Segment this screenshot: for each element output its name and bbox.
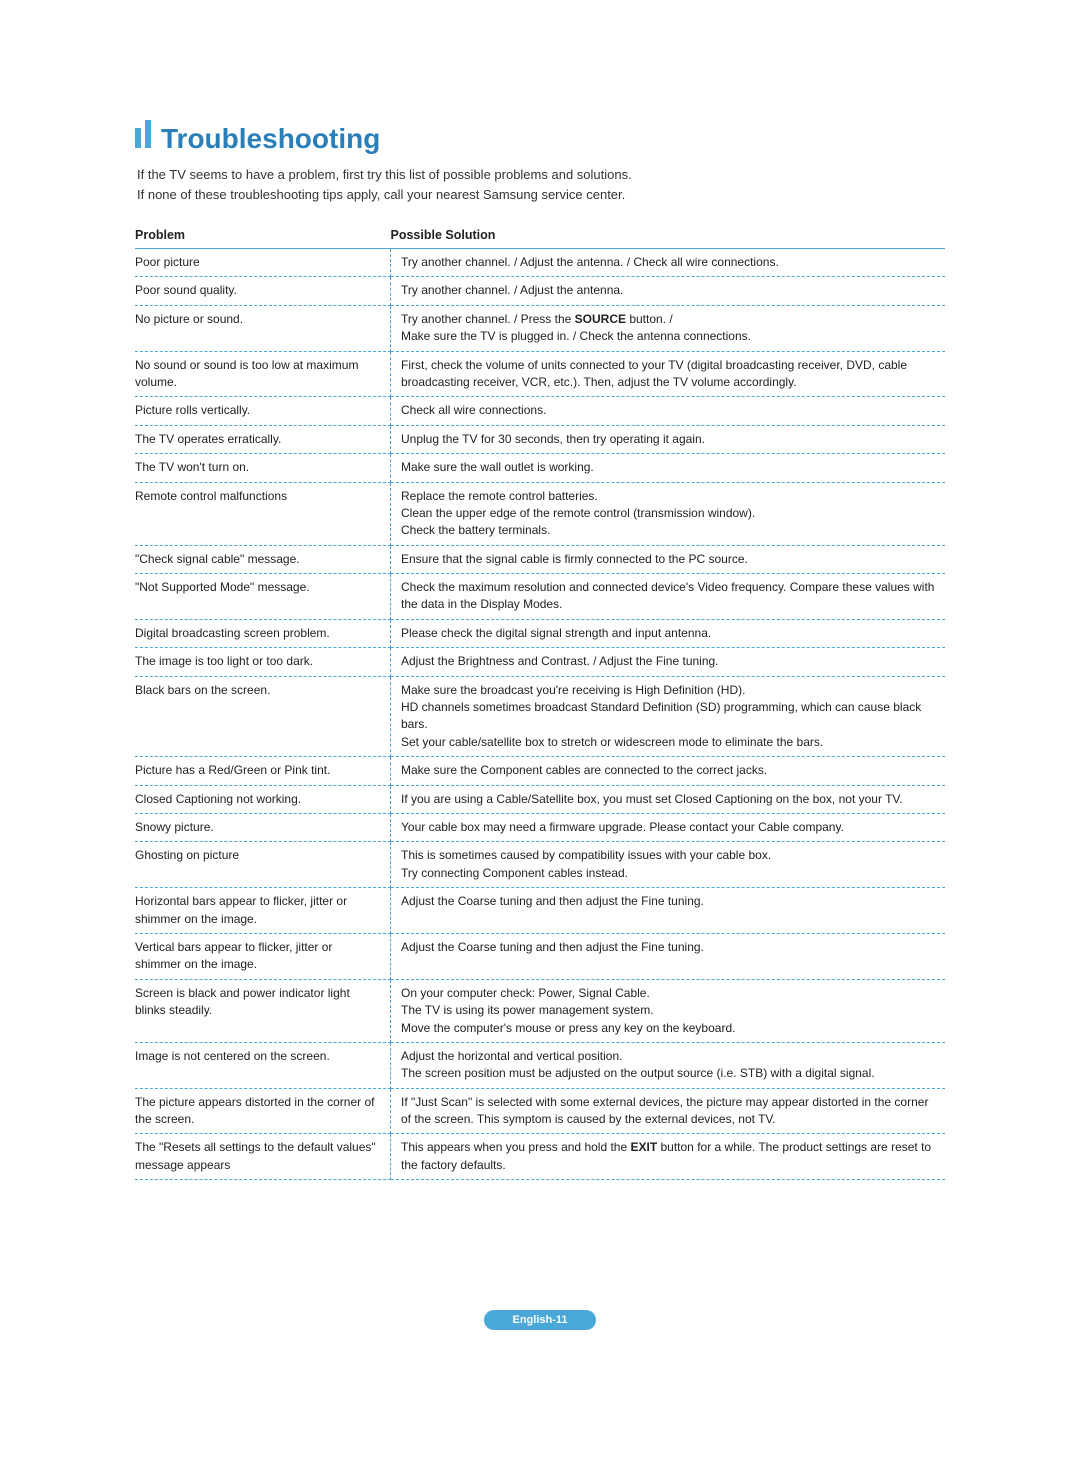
intro-line: If none of these troubleshooting tips ap… xyxy=(137,185,945,205)
table-row: The TV operates erratically.Unplug the T… xyxy=(135,425,945,453)
table-row: Black bars on the screen.Make sure the b… xyxy=(135,676,945,757)
solution-cell: Make sure the broadcast you're receiving… xyxy=(391,676,946,757)
solution-cell: Try another channel. / Press the SOURCE … xyxy=(391,305,946,351)
problem-cell: Picture rolls vertically. xyxy=(135,397,391,425)
table-row: Picture has a Red/Green or Pink tint.Mak… xyxy=(135,757,945,785)
page-title: Troubleshooting xyxy=(161,123,380,155)
table-row: No sound or sound is too low at maximum … xyxy=(135,351,945,397)
problem-cell: Black bars on the screen. xyxy=(135,676,391,757)
table-row: Digital broadcasting screen problem.Plea… xyxy=(135,619,945,647)
problem-cell: Picture has a Red/Green or Pink tint. xyxy=(135,757,391,785)
solution-cell: Please check the digital signal strength… xyxy=(391,619,946,647)
solution-cell: If "Just Scan" is selected with some ext… xyxy=(391,1088,946,1134)
solution-cell: This appears when you press and hold the… xyxy=(391,1134,946,1180)
problem-cell: Vertical bars appear to flicker, jitter … xyxy=(135,933,391,979)
problem-cell: The image is too light or too dark. xyxy=(135,648,391,676)
solution-cell: Unplug the TV for 30 seconds, then try o… xyxy=(391,425,946,453)
header-solution: Possible Solution xyxy=(391,222,946,249)
solution-cell: Adjust the Coarse tuning and then adjust… xyxy=(391,888,946,934)
solution-cell: Ensure that the signal cable is firmly c… xyxy=(391,545,946,573)
table-row: Vertical bars appear to flicker, jitter … xyxy=(135,933,945,979)
table-row: The "Resets all settings to the default … xyxy=(135,1134,945,1180)
solution-cell: Your cable box may need a firmware upgra… xyxy=(391,813,946,841)
page: Troubleshooting If the TV seems to have … xyxy=(0,0,1080,1370)
problem-cell: "Not Supported Mode" message. xyxy=(135,574,391,620)
problem-cell: The TV won't turn on. xyxy=(135,454,391,482)
solution-cell: Adjust the Brightness and Contrast. / Ad… xyxy=(391,648,946,676)
solution-cell: Check the maximum resolution and connect… xyxy=(391,574,946,620)
troubleshooting-table: Problem Possible Solution Poor pictureTr… xyxy=(135,222,945,1180)
title-bars-icon xyxy=(135,120,151,148)
problem-cell: Closed Captioning not working. xyxy=(135,785,391,813)
solution-cell: Make sure the Component cables are conne… xyxy=(391,757,946,785)
table-row: The TV won't turn on.Make sure the wall … xyxy=(135,454,945,482)
problem-cell: No picture or sound. xyxy=(135,305,391,351)
table-row: "Check signal cable" message.Ensure that… xyxy=(135,545,945,573)
table-row: Screen is black and power indicator ligh… xyxy=(135,979,945,1042)
table-row: "Not Supported Mode" message.Check the m… xyxy=(135,574,945,620)
solution-cell: On your computer check: Power, Signal Ca… xyxy=(391,979,946,1042)
table-row: Horizontal bars appear to flicker, jitte… xyxy=(135,888,945,934)
problem-cell: Image is not centered on the screen. xyxy=(135,1042,391,1088)
problem-cell: Poor picture xyxy=(135,249,391,277)
table-header-row: Problem Possible Solution xyxy=(135,222,945,249)
table-row: The picture appears distorted in the cor… xyxy=(135,1088,945,1134)
table-row: Poor sound quality.Try another channel. … xyxy=(135,277,945,305)
table-row: No picture or sound.Try another channel.… xyxy=(135,305,945,351)
problem-cell: "Check signal cable" message. xyxy=(135,545,391,573)
intro-line: If the TV seems to have a problem, first… xyxy=(137,165,945,185)
table-row: Remote control malfunctionsReplace the r… xyxy=(135,482,945,545)
problem-cell: Snowy picture. xyxy=(135,813,391,841)
solution-cell: Try another channel. / Adjust the antenn… xyxy=(391,249,946,277)
intro-text: If the TV seems to have a problem, first… xyxy=(137,165,945,204)
table-row: Picture rolls vertically.Check all wire … xyxy=(135,397,945,425)
table-row: Poor pictureTry another channel. / Adjus… xyxy=(135,249,945,277)
table-row: The image is too light or too dark.Adjus… xyxy=(135,648,945,676)
solution-cell: First, check the volume of units connect… xyxy=(391,351,946,397)
problem-cell: Poor sound quality. xyxy=(135,277,391,305)
solution-cell: If you are using a Cable/Satellite box, … xyxy=(391,785,946,813)
problem-cell: Ghosting on picture xyxy=(135,842,391,888)
problem-cell: The picture appears distorted in the cor… xyxy=(135,1088,391,1134)
page-footer: English-11 xyxy=(135,1310,945,1330)
page-number-label: English-11 xyxy=(484,1310,595,1330)
problem-cell: Horizontal bars appear to flicker, jitte… xyxy=(135,888,391,934)
problem-cell: The "Resets all settings to the default … xyxy=(135,1134,391,1180)
solution-cell: This is sometimes caused by compatibilit… xyxy=(391,842,946,888)
header-problem: Problem xyxy=(135,222,391,249)
problem-cell: The TV operates erratically. xyxy=(135,425,391,453)
table-row: Ghosting on pictureThis is sometimes cau… xyxy=(135,842,945,888)
solution-cell: Make sure the wall outlet is working. xyxy=(391,454,946,482)
table-row: Snowy picture.Your cable box may need a … xyxy=(135,813,945,841)
solution-cell: Adjust the horizontal and vertical posit… xyxy=(391,1042,946,1088)
table-row: Image is not centered on the screen.Adju… xyxy=(135,1042,945,1088)
solution-cell: Check all wire connections. xyxy=(391,397,946,425)
solution-cell: Try another channel. / Adjust the antenn… xyxy=(391,277,946,305)
solution-cell: Adjust the Coarse tuning and then adjust… xyxy=(391,933,946,979)
solution-cell: Replace the remote control batteries.Cle… xyxy=(391,482,946,545)
problem-cell: Screen is black and power indicator ligh… xyxy=(135,979,391,1042)
title-block: Troubleshooting xyxy=(135,120,945,155)
problem-cell: Digital broadcasting screen problem. xyxy=(135,619,391,647)
problem-cell: Remote control malfunctions xyxy=(135,482,391,545)
table-row: Closed Captioning not working.If you are… xyxy=(135,785,945,813)
problem-cell: No sound or sound is too low at maximum … xyxy=(135,351,391,397)
